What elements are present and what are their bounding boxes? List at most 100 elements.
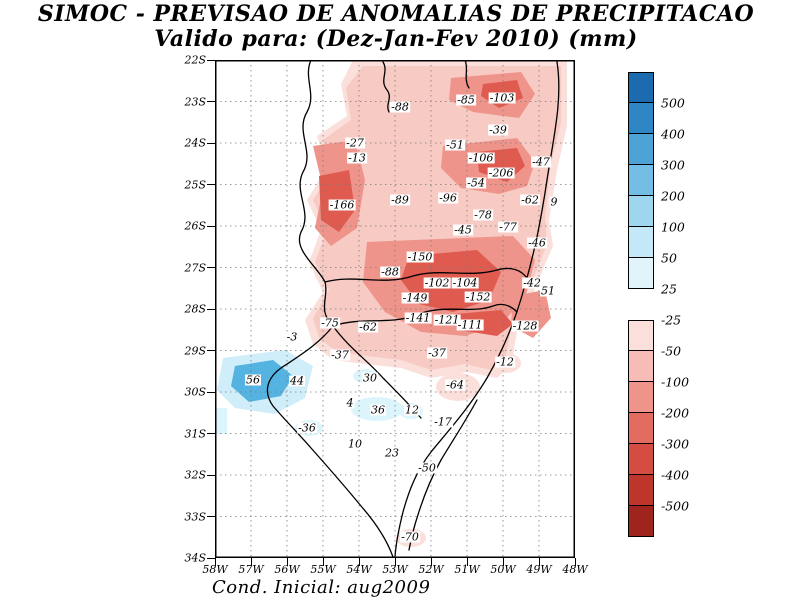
value-label: -77	[498, 220, 518, 234]
lon-tick-mark	[214, 558, 216, 566]
value-label: 12	[404, 403, 420, 417]
colorbar-label: 400	[661, 126, 685, 142]
lat-tick-label: 28S	[184, 302, 206, 316]
lon-tick-mark	[538, 558, 540, 566]
lon-tick-mark	[358, 558, 360, 566]
lat-tick-mark	[207, 391, 215, 393]
lon-tick-label: 50W	[490, 563, 516, 576]
lat-tick-label: 26S	[184, 219, 206, 233]
lat-tick-label: 34S	[184, 551, 206, 565]
grid-layer	[215, 60, 575, 558]
lon-tick-label: 58W	[202, 563, 228, 576]
value-label: -150	[406, 250, 434, 264]
lon-tick-mark	[502, 558, 504, 566]
colorbar-cell	[628, 382, 654, 413]
lon-tick-mark	[430, 558, 432, 566]
value-label: -104	[451, 276, 479, 290]
value-label: 9	[549, 195, 559, 209]
colorbar-cell	[628, 475, 654, 506]
colorbar-label: 25	[661, 281, 677, 297]
value-label: -37	[427, 346, 447, 360]
lat-tick-mark	[207, 350, 215, 351]
colorbar-label: -500	[661, 498, 690, 514]
colorbar-label: 500	[661, 95, 685, 111]
lat-tick-label: 23S	[184, 95, 206, 108]
colorbar-label: 300	[661, 157, 685, 173]
value-label: -88	[380, 265, 400, 279]
colorbar-cell	[628, 506, 654, 537]
geo-borders	[266, 60, 560, 558]
lat-tick-mark	[207, 557, 215, 559]
value-label: -152	[464, 290, 492, 304]
lon-tick-label: 56W	[274, 563, 300, 576]
colorbar-cell	[628, 320, 654, 351]
lat-tick-label: 25S	[184, 178, 206, 191]
value-label: 23	[384, 446, 400, 460]
value-label: -70	[400, 530, 420, 544]
colorbar-cell	[628, 413, 654, 444]
lon-tick-mark	[250, 558, 252, 566]
value-label: -166	[328, 198, 356, 212]
value-label: 44	[289, 374, 305, 388]
colorbar-label: -25	[661, 312, 682, 328]
colorbar-label: -300	[661, 436, 690, 452]
lon-tick-label: 53W	[382, 563, 408, 576]
lat-tick-mark	[207, 474, 215, 476]
lon-tick-mark	[286, 558, 288, 566]
colorbar-cell	[628, 134, 654, 165]
colorbar-cell	[628, 258, 654, 289]
colorbar-label: 200	[661, 188, 685, 204]
value-label: -78	[473, 208, 493, 222]
value-label: -39	[488, 123, 508, 137]
footer-note: Cond. Inicial: aug2009	[212, 577, 431, 598]
colorbar-label: -400	[661, 467, 690, 483]
map-plot-area: -88 -85 -103 -39 -27 -51 -13 -106 -47 -206 -54 -166…	[215, 60, 575, 558]
colorbar-cell	[628, 227, 654, 258]
value-label: -13	[347, 151, 367, 165]
lon-tick-mark	[574, 558, 576, 566]
value-label: -89	[390, 193, 410, 207]
lat-tick-mark	[207, 267, 215, 268]
value-label: -51	[445, 138, 465, 152]
lat-tick-mark	[207, 308, 215, 310]
lat-tick-label: 32S	[184, 468, 206, 482]
lat-tick-label: 22S	[184, 53, 206, 67]
lon-tick-label: 54W	[346, 563, 372, 576]
colorbar-cell	[628, 103, 654, 134]
value-label: -102	[423, 276, 451, 290]
lat-tick-label: 24S	[184, 136, 206, 150]
value-label: 10	[347, 437, 363, 451]
lon-tick-label: 51W	[454, 563, 480, 576]
value-label: -50	[417, 461, 437, 475]
value-labels-layer: -88 -85 -103 -39 -27 -51 -13 -106 -47 -206 -54 -166…	[215, 60, 575, 558]
value-label: -88	[390, 100, 410, 114]
value-label: -206	[487, 166, 515, 180]
value-label: -46	[527, 236, 547, 250]
value-label: -37	[330, 348, 350, 362]
value-label: -42	[522, 276, 542, 290]
value-label: -36	[297, 421, 317, 435]
lat-tick-label: 30S	[184, 385, 206, 399]
lat-tick-label: 31S	[184, 427, 206, 440]
colorbar-label: -50	[661, 343, 682, 359]
lon-tick-label: 57W	[238, 563, 264, 576]
lat-tick-mark	[207, 101, 215, 102]
lon-tick-mark	[394, 558, 396, 566]
value-label: 4	[345, 396, 355, 410]
colorbar-label: 100	[661, 219, 685, 235]
plot-frame	[215, 60, 575, 558]
lon-tick-label: 48W	[562, 563, 588, 576]
value-label: -141	[404, 311, 432, 325]
colorbar-cell	[628, 289, 654, 320]
value-label: -45	[453, 223, 473, 237]
colorbar-label: -100	[661, 374, 690, 390]
colorbar-label: -200	[661, 405, 690, 421]
value-label: -128	[511, 319, 539, 333]
lat-tick-label: 33S	[184, 510, 206, 523]
value-label: -75	[320, 316, 340, 330]
colorbar-cell	[628, 165, 654, 196]
value-label: -12	[495, 355, 515, 369]
value-label: -17	[433, 415, 453, 429]
lat-tick-label: 29S	[184, 344, 206, 357]
value-label: 51	[540, 284, 556, 298]
